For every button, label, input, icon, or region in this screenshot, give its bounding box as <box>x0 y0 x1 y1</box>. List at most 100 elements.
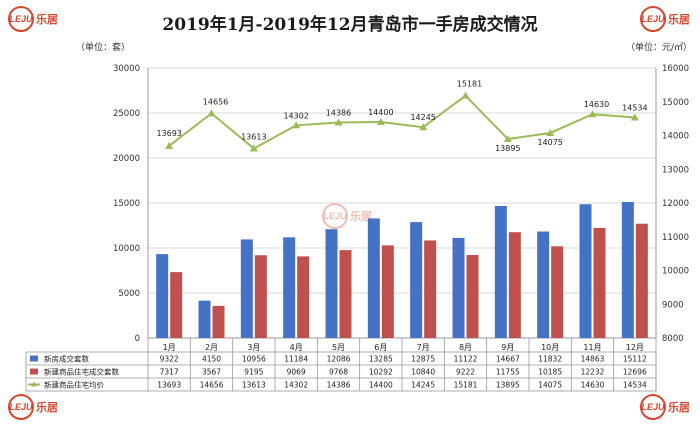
avg-price-point <box>292 121 301 129</box>
data-table-cell: 12232 <box>581 368 605 377</box>
data-table-cell: 9768 <box>329 368 348 377</box>
legend-key <box>30 368 38 375</box>
bar-new-house <box>283 237 296 338</box>
data-table-cell: 15112 <box>623 355 647 364</box>
data-table-cell: 14667 <box>496 355 520 364</box>
left-axis-tick-label: 5000 <box>118 289 140 299</box>
leju-logo-mark: LEJU <box>8 6 34 32</box>
data-table-cell: 13285 <box>369 355 393 364</box>
x-axis-tick-label: 12月 <box>626 343 644 352</box>
leju-logo-text: 乐居 <box>36 13 58 26</box>
data-table-cell: 11832 <box>538 355 562 364</box>
left-axis-tick-label: 30000 <box>113 64 140 74</box>
bar-new-house <box>367 218 380 338</box>
avg-price-point <box>546 128 555 136</box>
bar-new-house <box>325 229 338 338</box>
data-table-cell: 9195 <box>244 368 263 377</box>
legend-label: 新房成交套数 <box>44 354 89 364</box>
data-table-cell: 7317 <box>160 368 179 377</box>
avg-price-point <box>376 118 385 125</box>
data-table-cell: 13895 <box>496 381 520 390</box>
avg-price-data-label: 13613 <box>241 133 266 142</box>
bar-residential <box>593 227 606 338</box>
bar-new-house <box>621 201 634 338</box>
x-axis-tick-label: 3月 <box>247 343 260 352</box>
right-axis-tick-label: 13000 <box>662 165 689 175</box>
right-axis-tick-label: 10000 <box>662 267 689 277</box>
leju-logo-mark: LEJU <box>640 6 666 32</box>
bar-residential <box>551 246 564 338</box>
avg-price-data-label: 14534 <box>622 103 647 112</box>
x-axis-tick-label: 9月 <box>501 343 514 352</box>
right-axis-tick-label: 9000 <box>662 300 684 310</box>
x-axis-tick-label: 8月 <box>459 343 472 352</box>
x-axis-tick-label: 6月 <box>374 343 387 352</box>
bar-residential <box>424 240 437 338</box>
leju-logo-text: 乐居 <box>668 13 690 26</box>
x-axis-tick-label: 4月 <box>290 343 303 352</box>
right-axis-tick-label: 12000 <box>662 199 689 209</box>
bar-residential <box>254 255 267 338</box>
data-table-cell: 14245 <box>411 381 435 390</box>
bar-residential <box>381 245 394 338</box>
leju-logo-mark: LEJU <box>8 394 34 420</box>
leju-logo-text: 乐居 <box>36 401 58 414</box>
left-axis-tick-label: 0 <box>135 334 140 344</box>
data-table-cell: 11755 <box>496 368 520 377</box>
avg-price-point <box>165 141 174 149</box>
right-axis-tick-label: 15000 <box>662 98 689 108</box>
leju-logo-text: 乐居 <box>350 210 372 223</box>
bar-residential <box>508 232 521 338</box>
data-table-cell: 3567 <box>202 368 221 377</box>
avg-price-point <box>503 135 512 143</box>
bar-new-house <box>240 239 253 338</box>
data-table-cell: 12875 <box>411 355 435 364</box>
left-axis-unit: （单位：套） <box>76 43 131 53</box>
data-table-cell: 10292 <box>369 368 393 377</box>
avg-price-data-label: 14656 <box>203 97 228 106</box>
bar-residential <box>297 256 310 338</box>
avg-price-data-label: 13895 <box>495 144 520 153</box>
bar-new-house <box>452 237 465 338</box>
leju-logo-mark: LEJU <box>322 203 348 229</box>
avg-price-point <box>249 144 258 152</box>
right-axis-tick-label: 14000 <box>662 132 689 142</box>
bar-new-house <box>579 204 592 338</box>
data-table-cell: 12696 <box>623 368 647 377</box>
avg-price-line <box>168 94 635 150</box>
data-table-cell: 4150 <box>202 355 221 364</box>
x-axis-tick-label: 10月 <box>541 343 559 352</box>
data-table-cell: 14075 <box>538 381 562 390</box>
leju-logo-bottom-right: LEJU 乐居 <box>640 394 690 420</box>
x-axis-tick-label: 7月 <box>417 343 430 352</box>
data-table-cell: 9322 <box>160 355 179 364</box>
left-axis-tick-label: 25000 <box>113 109 140 119</box>
avg-price-data-label: 15181 <box>457 80 482 89</box>
data-table-cell: 14863 <box>581 355 605 364</box>
data-table-cell: 10956 <box>242 355 266 364</box>
leju-logo-text: 乐居 <box>668 401 690 414</box>
bar-new-house <box>156 254 169 338</box>
left-axis-tick-label: 15000 <box>113 199 140 209</box>
bar-residential <box>170 272 183 338</box>
leju-logo-top-right: LEJU 乐居 <box>640 6 690 32</box>
legend-key <box>30 355 38 362</box>
avg-price-data-label: 14075 <box>537 138 562 147</box>
data-table-cell: 9069 <box>287 368 306 377</box>
left-axis-tick-label: 20000 <box>113 154 140 164</box>
avg-price-point <box>419 123 428 131</box>
data-table-cell: 9222 <box>456 368 475 377</box>
bar-new-house <box>537 231 550 338</box>
data-table-cell: 14400 <box>369 381 393 390</box>
bar-new-house <box>198 300 211 338</box>
data-table-cell: 12086 <box>327 355 351 364</box>
data-table-cell: 11122 <box>454 355 478 364</box>
bar-new-house <box>410 222 423 338</box>
right-axis-unit: （单位：元/㎡） <box>626 43 693 53</box>
data-table-cell: 15181 <box>454 381 478 390</box>
legend-label: 新建商品住宅成交套数 <box>44 367 119 377</box>
right-axis-tick-label: 8000 <box>662 334 684 344</box>
avg-price-data-label: 13693 <box>156 129 181 138</box>
bar-new-house <box>494 205 507 338</box>
